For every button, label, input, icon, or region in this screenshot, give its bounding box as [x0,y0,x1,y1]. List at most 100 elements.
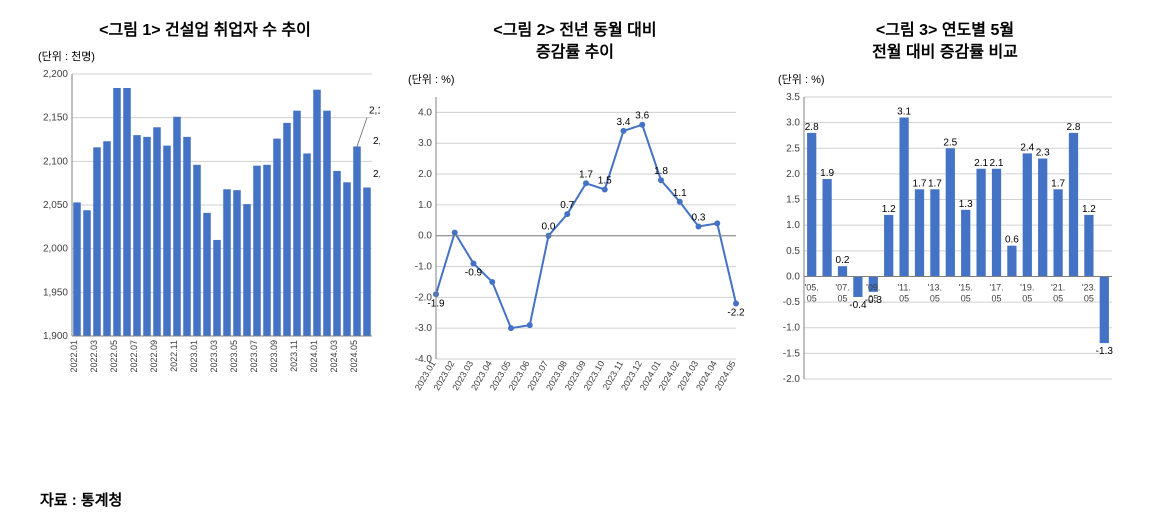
svg-text:2.1: 2.1 [990,158,1004,169]
chart2-unit: (단위 : %) [408,71,750,87]
chart3-title: <그림 3> 연도별 5월 전월 대비 증감률 비교 [770,20,1120,65]
svg-text:2022.01: 2022.01 [69,340,79,373]
svg-text:2,098: 2,098 [373,136,380,147]
svg-text:1,950: 1,950 [43,288,68,299]
svg-text:2024.01: 2024.01 [309,340,319,373]
svg-text:1.1: 1.1 [673,188,687,199]
chart1-panel: <그림 1> 건설업 취업자 수 추이 (단위 : 천명) 1,900 1,950… [30,20,380,429]
svg-text:2023.09: 2023.09 [269,340,279,373]
chart2-title: <그림 2> 전년 동월 대비 증감률 추이 [400,20,750,65]
chart3-unit: (단위 : %) [778,71,1120,87]
svg-text:3.1: 3.1 [897,106,911,117]
svg-text:2022.05: 2022.05 [109,340,119,373]
svg-text:05: 05 [868,293,878,303]
svg-text:05: 05 [1022,293,1032,303]
svg-text:'23.: '23. [1082,282,1096,292]
svg-text:2.0: 2.0 [786,169,800,180]
svg-text:2022.09: 2022.09 [149,340,159,373]
svg-text:2,117: 2,117 [369,106,380,117]
svg-text:0.6: 0.6 [1005,234,1019,245]
svg-text:2022.11: 2022.11 [169,340,179,372]
svg-text:1.5: 1.5 [598,175,612,186]
svg-text:2023.11: 2023.11 [289,340,299,372]
svg-text:2,050: 2,050 [43,200,68,211]
svg-text:-1.3: -1.3 [1096,346,1114,357]
svg-text:2022.07: 2022.07 [129,340,139,373]
svg-text:1.7: 1.7 [579,169,593,180]
svg-text:1.2: 1.2 [1082,204,1096,215]
svg-text:05: 05 [991,293,1001,303]
svg-text:0.0: 0.0 [542,221,556,232]
svg-text:3.4: 3.4 [617,117,631,128]
svg-text:05: 05 [961,293,971,303]
chart1-plot: 1,9001,9502,0002,0502,1002,1502,2002022.… [30,66,380,406]
svg-text:'17.: '17. [989,282,1003,292]
svg-text:2024.05: 2024.05 [349,340,359,373]
svg-text:2023.05: 2023.05 [229,340,239,373]
svg-text:'05.: '05. [805,282,819,292]
svg-text:'09.: '09. [866,282,880,292]
svg-text:05: 05 [899,293,909,303]
svg-text:2022.03: 2022.03 [89,340,99,373]
svg-text:1.9: 1.9 [820,168,834,179]
svg-text:3.0: 3.0 [418,138,432,149]
svg-text:'15.: '15. [959,282,973,292]
svg-text:2023.07: 2023.07 [249,340,259,373]
svg-text:1.2: 1.2 [882,204,896,215]
svg-text:-1.5: -1.5 [783,348,801,359]
svg-text:2.0: 2.0 [418,169,432,180]
svg-text:2.5: 2.5 [786,143,800,154]
svg-text:'21.: '21. [1051,282,1065,292]
svg-text:-0.9: -0.9 [465,267,483,278]
chart3-plot: -2.0 -1.5 -1.0 -0.5 0.0 0.5 1.0 1.5 2.0 2.5 3.0 3.5… [770,89,1120,429]
svg-text:2.5: 2.5 [943,137,957,148]
svg-text:2024.03: 2024.03 [329,340,339,373]
svg-text:2.8: 2.8 [805,122,819,133]
svg-text:2,070: 2,070 [373,169,380,180]
svg-text:2.8: 2.8 [1067,122,1081,133]
svg-text:'19.: '19. [1020,282,1034,292]
svg-text:05: 05 [1053,293,1063,303]
svg-text:-3.0: -3.0 [415,323,433,334]
svg-text:1.3: 1.3 [959,199,973,210]
svg-text:-1.0: -1.0 [783,323,801,334]
svg-text:'13.: '13. [928,282,942,292]
svg-text:2,150: 2,150 [43,113,68,124]
svg-text:4.0: 4.0 [418,107,432,118]
svg-text:'11.: '11. [897,282,911,292]
chart2-plot: -4.0-3.0-2.0-1.00.01.02.03.04.0-1.9-0.90… [400,89,750,429]
chart3-panel: <그림 3> 연도별 5월 전월 대비 증감률 비교 (단위 : %) -2.0… [770,20,1120,429]
svg-text:2,000: 2,000 [43,244,68,255]
svg-text:1.7: 1.7 [913,178,927,189]
svg-text:2.4: 2.4 [1020,142,1034,153]
svg-text:-2.2: -2.2 [727,307,745,318]
svg-text:0.0: 0.0 [786,271,800,282]
svg-text:3.5: 3.5 [786,92,800,103]
source-label: 자료 : 통계청 [40,489,122,510]
svg-text:05: 05 [837,293,847,303]
svg-text:2,100: 2,100 [43,157,68,168]
svg-text:2.3: 2.3 [1036,147,1050,158]
svg-text:0.5: 0.5 [786,246,800,257]
chart2-panel: <그림 2> 전년 동월 대비 증감률 추이 (단위 : %) -4.0-3.0… [400,20,750,429]
svg-text:0.2: 0.2 [836,255,850,266]
svg-text:2023.01: 2023.01 [189,340,199,373]
svg-text:3.6: 3.6 [635,111,649,122]
svg-text:05: 05 [807,293,817,303]
svg-text:1.7: 1.7 [928,178,942,189]
chart1-title: <그림 1> 건설업 취업자 수 추이 [30,20,380,42]
svg-text:0.7: 0.7 [560,200,574,211]
svg-text:1.0: 1.0 [786,220,800,231]
svg-text:-0.5: -0.5 [783,297,801,308]
svg-text:-2.0: -2.0 [783,374,801,385]
svg-text:-1.0: -1.0 [415,261,433,272]
svg-text:3.0: 3.0 [786,117,800,128]
chart1-unit: (단위 : 천명) [38,48,380,64]
svg-text:1.0: 1.0 [418,200,432,211]
svg-text:1.5: 1.5 [786,194,800,205]
svg-text:05: 05 [1084,293,1094,303]
svg-text:0.3: 0.3 [692,212,706,223]
svg-text:2.1: 2.1 [974,158,988,169]
svg-text:2023.03: 2023.03 [209,340,219,373]
svg-text:1,900: 1,900 [43,331,68,342]
